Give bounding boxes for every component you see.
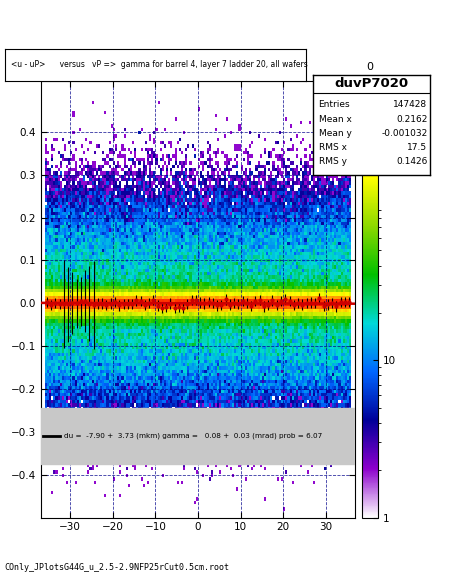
Text: 0: 0 bbox=[367, 62, 374, 72]
Text: RMS x: RMS x bbox=[319, 143, 346, 152]
Text: <u - uP>      versus   vP =>  gamma for barrel 4, layer 7 ladder 20, all wafers: <u - uP> versus vP => gamma for barrel 4… bbox=[10, 60, 307, 69]
Text: Entries: Entries bbox=[319, 101, 350, 109]
Text: 0.2162: 0.2162 bbox=[396, 115, 428, 124]
Text: COnly_JPlotsG44G_u_2.5-2.9NFP25rCut0.5cm.root: COnly_JPlotsG44G_u_2.5-2.9NFP25rCut0.5cm… bbox=[4, 563, 230, 572]
Text: duvP7020: duvP7020 bbox=[334, 77, 408, 90]
Text: 0.1426: 0.1426 bbox=[396, 158, 428, 166]
Text: RMS y: RMS y bbox=[319, 158, 346, 166]
Text: du =  -7.90 +  3.73 (mkm) gamma =   0.08 +  0.03 (mrad) prob = 6.07: du = -7.90 + 3.73 (mkm) gamma = 0.08 + 0… bbox=[64, 433, 322, 439]
Text: 17.5: 17.5 bbox=[407, 143, 427, 152]
Text: -0.001032: -0.001032 bbox=[381, 129, 428, 138]
Bar bbox=[40, 408, 356, 464]
Text: Mean y: Mean y bbox=[319, 129, 351, 138]
Text: 147428: 147428 bbox=[393, 101, 428, 109]
Text: Mean x: Mean x bbox=[319, 115, 351, 124]
